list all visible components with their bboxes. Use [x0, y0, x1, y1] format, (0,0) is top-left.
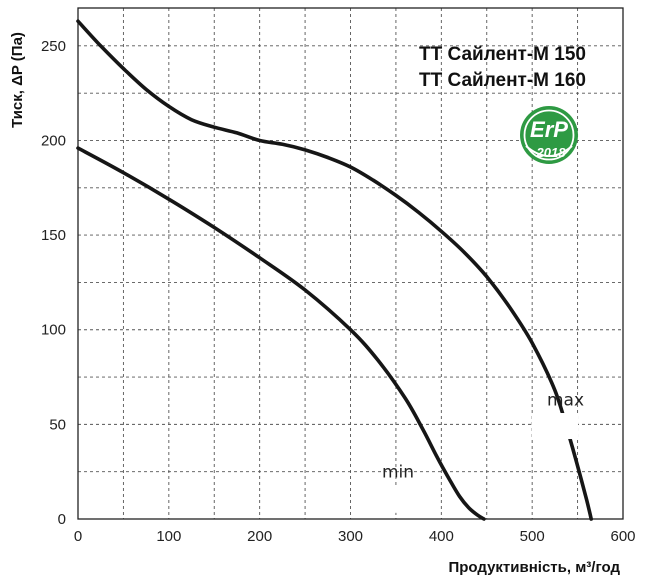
series-max-label: max	[547, 390, 584, 410]
x-tick-label: 400	[429, 528, 454, 545]
series-layer: max min	[76, 19, 593, 521]
tick-labels: 0 100 200 300 400 500 600 0 50 100 150 200 250	[41, 38, 636, 545]
x-tick-label: 600	[610, 528, 635, 545]
model-label-160: ТТ Сайлент-М 160	[419, 70, 586, 91]
x-tick-label: 300	[338, 528, 363, 545]
series-min-label: min	[382, 462, 414, 482]
series-max-line	[76, 19, 593, 521]
x-tick-label: 0	[74, 528, 82, 545]
grid-lines	[78, 8, 623, 519]
x-tick-label: 500	[520, 528, 545, 545]
y-tick-label: 50	[49, 416, 66, 433]
plot-frame	[77, 7, 624, 520]
series-min-line	[76, 146, 486, 521]
badge-year-text: 2018	[536, 145, 567, 160]
erp-2018-badge: ErP 2018	[520, 106, 578, 164]
series-min-label-bg	[362, 486, 416, 513]
x-tick-label: 200	[247, 528, 272, 545]
y-tick-label: 100	[41, 322, 66, 339]
y-tick-label: 250	[41, 38, 66, 55]
x-tick-label: 100	[156, 528, 181, 545]
y-tick-label: 0	[58, 511, 66, 528]
series-max-label-bg	[532, 413, 578, 440]
y-tick-label: 200	[41, 132, 66, 149]
badge-erp-text: ErP	[530, 117, 568, 142]
y-axis-title: Тиск, ΔP (Па)	[9, 32, 26, 128]
y-tick-label: 150	[41, 227, 66, 244]
model-label-150: ТТ Сайлент-М 150	[419, 44, 586, 65]
x-axis-title: Продуктивність, м³/год	[448, 559, 620, 576]
